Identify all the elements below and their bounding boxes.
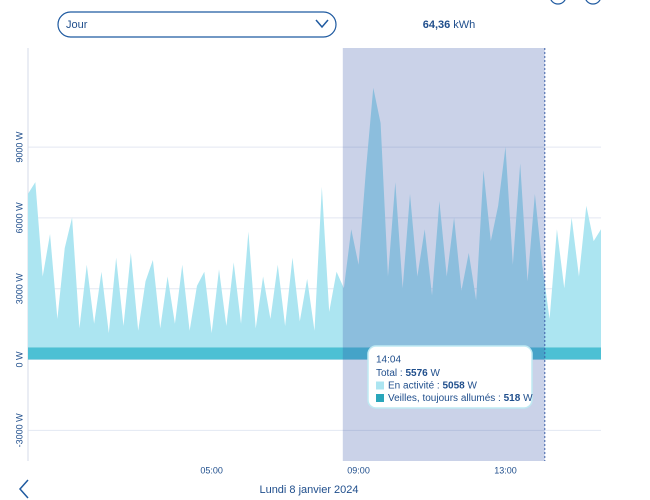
icon[interactable] [550, 0, 566, 5]
legend-swatch [376, 394, 384, 402]
back-button[interactable] [18, 479, 29, 499]
period-dropdown[interactable] [57, 11, 337, 38]
x-tick-label: 05:00 [200, 465, 223, 475]
row-value: 5576 [405, 368, 428, 379]
y-tick-label: 9000 W [14, 131, 24, 163]
row-unit: W [431, 368, 441, 379]
tooltip-row: Total : 5576 W [376, 368, 441, 379]
dropdown-chevron [315, 19, 329, 29]
y-tick-label: 0 W [14, 351, 24, 368]
row-unit: W [523, 393, 533, 404]
row-unit: W [468, 380, 478, 391]
tooltip [367, 345, 533, 409]
x-tick-label: 09:00 [347, 465, 370, 475]
icon[interactable] [585, 0, 601, 5]
row-label: Veilles, toujours allumés : [388, 393, 501, 404]
row-label: Total : [376, 368, 403, 379]
row-value: 518 [504, 393, 521, 404]
total-energy: 64,36 kWh [423, 19, 476, 31]
legend-swatch [376, 381, 384, 390]
area [28, 87, 601, 348]
tooltip-time: 14:04 [376, 355, 401, 366]
date-label: Lundi 8 janvier 2024 [259, 484, 358, 496]
y-tick-label: -3000 W [14, 413, 24, 448]
total-unit: kWh [453, 19, 475, 31]
period-label: Jour [66, 19, 88, 31]
tooltip-row: En activité : 5058 W [388, 380, 478, 391]
tooltip-row: Veilles, toujours allumés : 518 W [388, 393, 533, 404]
row-label: En activité : [388, 380, 440, 391]
y-tick-label: 6000 W [14, 202, 24, 234]
plot: -3000 W 0 W 3000 W 6000 W 9000 W 05:00 09:00 13… [14, 48, 601, 475]
total-value: 64,36 [423, 19, 451, 31]
x-tick-label: 13:00 [494, 465, 517, 475]
row-value: 5058 [442, 380, 465, 391]
y-tick-label: 3000 W [14, 273, 24, 305]
